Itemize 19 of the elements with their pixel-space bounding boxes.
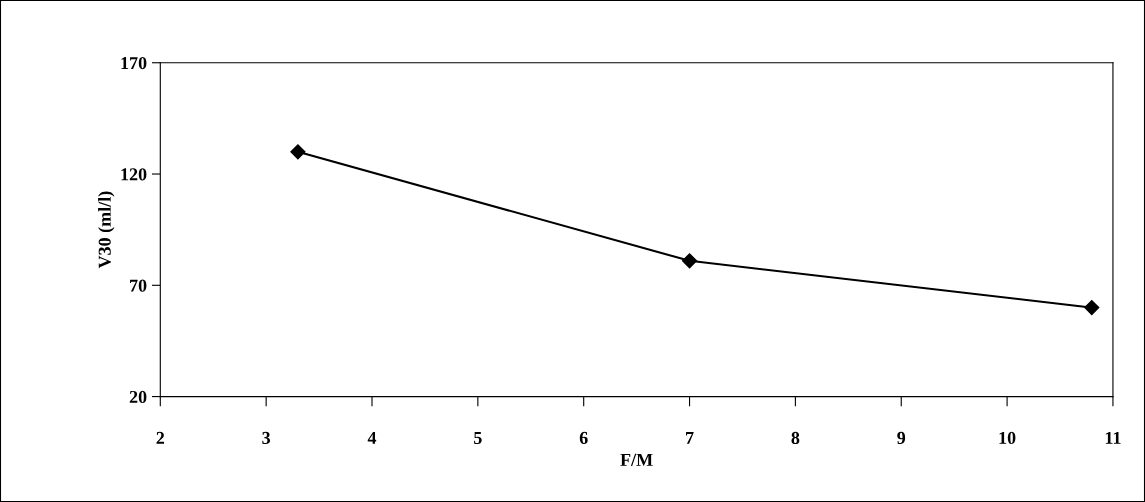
x-tick-label: 6 xyxy=(579,431,588,445)
x-tick-label: 10 xyxy=(999,431,1016,445)
y-tick-label: 170 xyxy=(121,57,147,70)
x-tick-label: 5 xyxy=(474,432,482,445)
point xyxy=(1084,299,1100,316)
x-tick-label: 9 xyxy=(897,431,906,445)
x-tick-label: 2 xyxy=(156,431,165,444)
y-axis-title: V30 (ml/l) xyxy=(98,191,115,269)
x-tick-label: 3 xyxy=(262,431,271,445)
point xyxy=(290,144,306,160)
x-tick-label: 4 xyxy=(367,431,377,444)
y-tick-label: 70 xyxy=(130,279,147,292)
y-tick-label: 20 xyxy=(129,390,147,404)
point xyxy=(681,253,698,269)
y-tick-label: 120 xyxy=(121,168,147,181)
x-tick-label: 8 xyxy=(791,431,800,445)
x-tick-label: 11 xyxy=(1105,431,1121,444)
x-tick-label: 7 xyxy=(686,432,694,444)
x-axis-title: F/M xyxy=(620,453,653,466)
